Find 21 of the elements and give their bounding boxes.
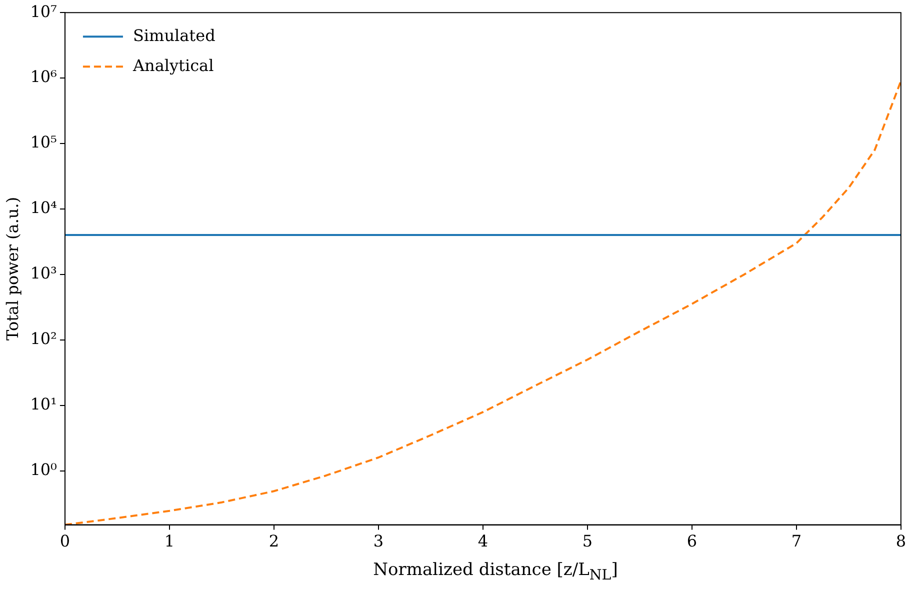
legend-label: Simulated (132, 26, 216, 45)
y-tick-label: 10² (30, 329, 57, 348)
y-tick-label: 10⁵ (30, 132, 57, 152)
y-tick-label: 10³ (30, 264, 57, 283)
x-tick-label: 3 (373, 532, 384, 551)
x-tick-label: 1 (164, 532, 175, 551)
y-tick-label: 10⁰ (30, 460, 57, 480)
y-tick-label: 10⁶ (30, 67, 57, 86)
x-tick-label: 8 (896, 532, 906, 551)
x-axis-title: Normalized distance [z/L$_{NL}$] (372, 560, 619, 584)
legend-label: Analytical (132, 56, 214, 75)
x-tick-label: 7 (791, 532, 802, 551)
x-tick-label: 4 (478, 532, 488, 551)
x-tick-label: 0 (60, 532, 70, 551)
y-tick-label: 10⁴ (30, 198, 57, 218)
x-tick-label: 6 (686, 532, 698, 551)
y-tick-label: 10⁷ (30, 2, 57, 21)
y-axis-title: Total power (a.u.) (2, 196, 22, 340)
y-tick-label: 10¹ (30, 394, 57, 414)
x-tick-label: 2 (268, 532, 280, 551)
x-tick-label: 5 (582, 532, 593, 551)
